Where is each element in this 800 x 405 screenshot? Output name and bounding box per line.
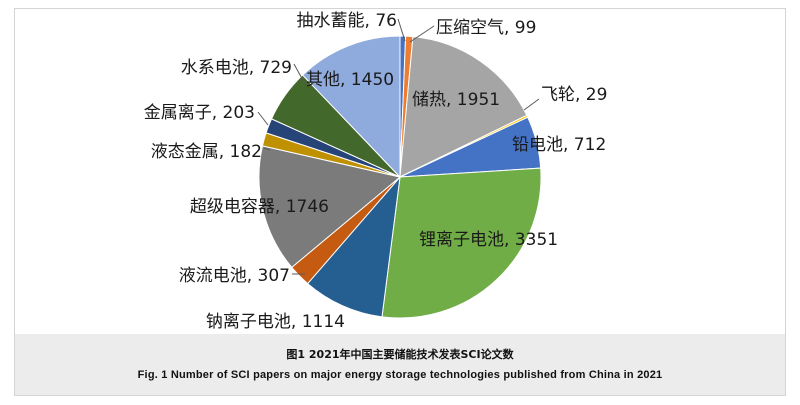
data-label: 超级电容器, 1746 bbox=[190, 197, 329, 217]
data-label: 抽水蓄能, 76 bbox=[297, 11, 397, 31]
data-label: 铅电池, 712 bbox=[512, 135, 606, 155]
leader-line bbox=[293, 63, 306, 85]
data-label: 液态金属, 182 bbox=[151, 142, 262, 162]
leader-line bbox=[397, 18, 406, 42]
pie-slice bbox=[381, 167, 542, 319]
caption-chinese: 图1 2021年中国主要储能技术发表SCI论文数 bbox=[286, 348, 514, 361]
data-label: 储热, 1951 bbox=[412, 90, 500, 110]
caption-band: 图1 2021年中国主要储能技术发表SCI论文数 Fig. 1 Number o… bbox=[15, 334, 785, 395]
data-label: 飞轮, 29 bbox=[541, 85, 607, 105]
data-label: 压缩空气, 99 bbox=[436, 18, 536, 38]
data-label: 液流电池, 307 bbox=[179, 266, 290, 286]
data-label: 钠离子电池, 1114 bbox=[206, 312, 345, 332]
pie-slice bbox=[306, 175, 401, 318]
data-label: 金属离子, 203 bbox=[144, 103, 255, 123]
pie-slice bbox=[301, 35, 401, 179]
caption-english: Fig. 1 Number of SCI papers on major ene… bbox=[137, 369, 663, 381]
data-label: 其他, 1450 bbox=[306, 70, 394, 90]
leader-line bbox=[257, 111, 269, 126]
leader-line bbox=[263, 147, 271, 151]
leader-line bbox=[409, 25, 435, 43]
data-label: 水系电池, 729 bbox=[181, 58, 292, 78]
data-label: 锂离子电池, 3351 bbox=[419, 230, 558, 250]
pie-slice bbox=[258, 145, 402, 269]
pie-slice bbox=[399, 36, 528, 178]
leader-line bbox=[523, 98, 540, 111]
